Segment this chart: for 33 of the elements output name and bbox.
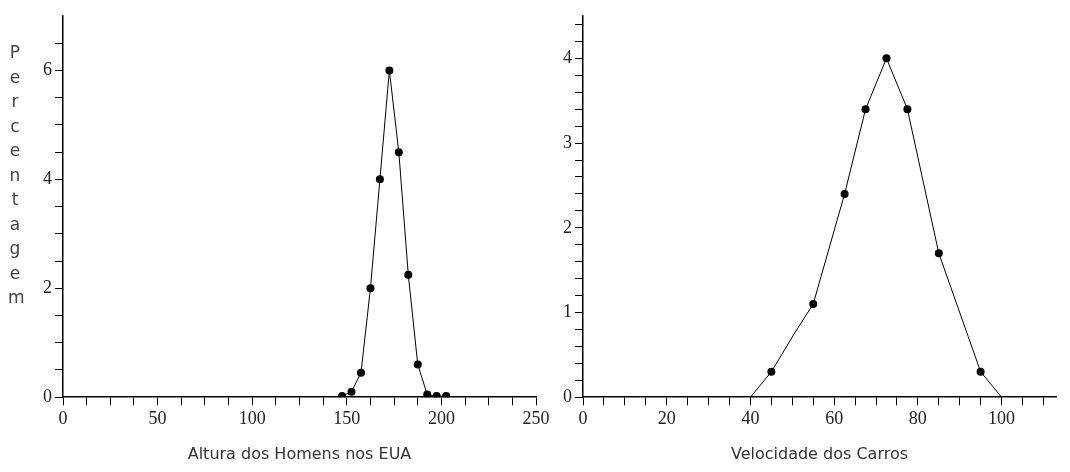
x-tick-label: 80 xyxy=(908,407,927,428)
x-tick-label: 250 xyxy=(522,407,550,428)
y-tick-label: 0 xyxy=(43,385,52,406)
y-tick-label: 2 xyxy=(563,216,572,237)
x-tick-label: 0 xyxy=(578,407,588,428)
x-tick-label: 0 xyxy=(58,407,68,428)
point xyxy=(404,270,413,279)
x-tick-label: 20 xyxy=(657,407,676,428)
x-tick-label: 100 xyxy=(238,407,266,428)
point xyxy=(347,387,356,396)
x-tick-label: 200 xyxy=(427,407,455,428)
x-axis-title: Velocidade dos Carros xyxy=(730,443,909,463)
x-tick-label: 40 xyxy=(741,407,760,428)
point xyxy=(356,368,365,377)
y-tick-label: 4 xyxy=(563,47,572,68)
point xyxy=(375,175,384,184)
x-tick-label: 100 xyxy=(988,407,1016,428)
point xyxy=(423,390,432,398)
y-tick-label: 0 xyxy=(563,385,572,406)
y-tick-label: 1 xyxy=(563,301,572,322)
y-tick-label: 3 xyxy=(563,131,572,152)
x-tick-label: 60 xyxy=(825,407,844,428)
x-axis-title: Altura dos Homens nos EUA xyxy=(187,443,412,463)
point xyxy=(385,66,394,75)
text: Percentagem xyxy=(8,42,25,307)
x-tick-label: 50 xyxy=(148,407,167,428)
y-tick-label: 2 xyxy=(43,277,52,298)
point xyxy=(394,148,403,157)
point xyxy=(413,360,422,369)
y-tick-label: 4 xyxy=(43,168,52,189)
point xyxy=(366,284,375,293)
x-tick-label: 150 xyxy=(333,407,361,428)
y-tick-label: 6 xyxy=(43,59,52,80)
